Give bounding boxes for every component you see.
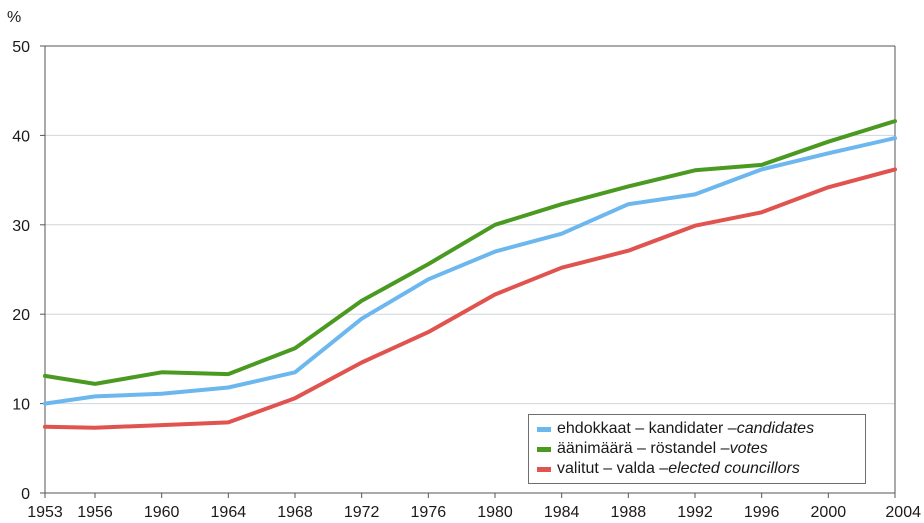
series-line-candidates xyxy=(43,136,897,406)
x-tick-label-1980: 1980 xyxy=(477,504,513,521)
y-tick-label-10: 10 xyxy=(12,397,30,414)
legend-item-elected-councillors: valitut – valda – elected councillors xyxy=(537,459,857,479)
y-tick-label-20: 20 xyxy=(12,307,30,324)
legend-label-candidates: ehdokkaat – kandidater – xyxy=(557,420,737,437)
x-tick-label-2004: 2004 xyxy=(885,504,921,521)
legend-item-candidates: ehdokkaat – kandidater – candidates xyxy=(537,419,857,439)
legend-label-elected-councillors: valitut – valda – xyxy=(557,460,669,477)
grid-lines xyxy=(45,45,895,405)
legend: ehdokkaat – kandidater – candidates ääni… xyxy=(528,414,866,484)
x-tick-label-1953: 1953 xyxy=(27,504,63,521)
x-tick-label-1984: 1984 xyxy=(544,504,580,521)
legend-label-votes-en: votes xyxy=(729,440,768,457)
y-tick-label-50: 50 xyxy=(12,39,30,56)
y-tick-label-0: 0 xyxy=(21,486,30,503)
legend-swatch-candidates xyxy=(537,426,551,432)
axes xyxy=(40,45,896,498)
y-tick-label-30: 30 xyxy=(12,218,30,235)
series-line-elected-councillors xyxy=(43,167,897,430)
x-tick-label-1996: 1996 xyxy=(744,504,780,521)
legend-label-votes: äänimäärä – röstandel – xyxy=(557,440,730,457)
x-tick-labels: 1953 1956 1960 1964 1968 1972 1976 1980 1984 1988… xyxy=(27,504,921,521)
legend-item-votes: äänimäärä – röstandel – votes xyxy=(537,439,857,459)
y-tick-label-40: 40 xyxy=(12,128,30,145)
legend-label-elected-councillors-en: elected councillors xyxy=(668,460,800,477)
x-tick-label-1976: 1976 xyxy=(411,504,447,521)
legend-swatch-votes xyxy=(537,446,551,452)
x-tick-label-2000: 2000 xyxy=(811,504,847,521)
series-line-votes xyxy=(43,119,897,386)
x-tick-label-1960: 1960 xyxy=(144,504,180,521)
x-tick-label-1956: 1956 xyxy=(77,504,113,521)
x-tick-label-1972: 1972 xyxy=(344,504,380,521)
x-tick-label-1992: 1992 xyxy=(677,504,713,521)
y-tick-labels: 0 10 20 30 40 50 xyxy=(12,39,30,503)
y-axis-unit-label: % xyxy=(7,9,21,26)
x-tick-label-1988: 1988 xyxy=(611,504,647,521)
x-tick-label-1964: 1964 xyxy=(211,504,247,521)
series-lines xyxy=(43,119,897,430)
x-tick-label-1968: 1968 xyxy=(277,504,313,521)
legend-label-candidates-en: candidates xyxy=(736,420,815,437)
legend-swatch-elected-councillors xyxy=(537,466,551,472)
